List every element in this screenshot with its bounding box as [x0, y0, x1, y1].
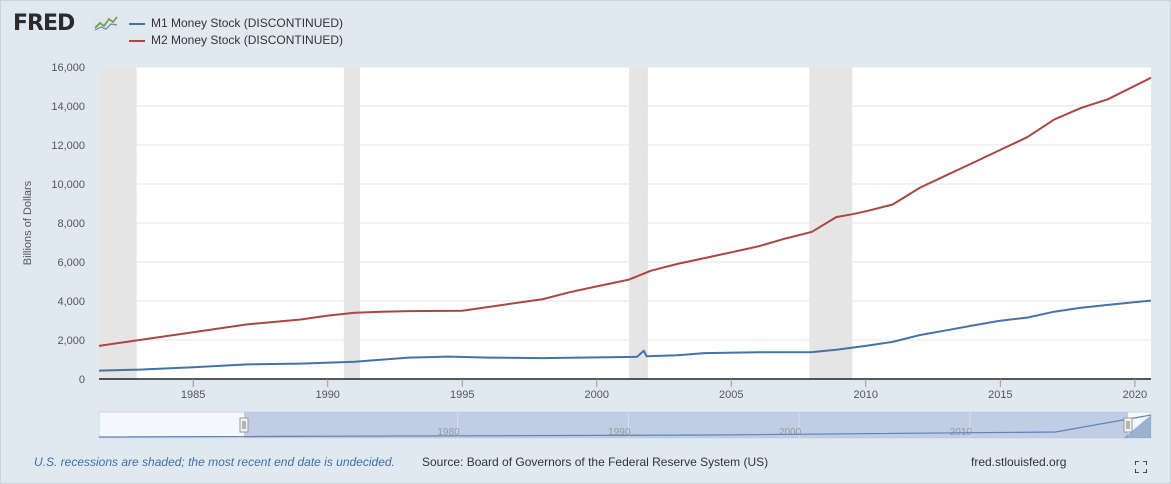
navigator[interactable]: 1980 1990 2000 2010	[98, 411, 1152, 439]
fred-logo[interactable]: FRED	[13, 11, 75, 36]
fred-link[interactable]: fred.stlouisfed.org	[971, 455, 1067, 469]
navigator-tick-label: 2000	[779, 427, 802, 438]
x-tick-label: 2010	[854, 389, 878, 401]
fullscreen-icon[interactable]	[1135, 461, 1147, 473]
x-tick-label: 2000	[585, 389, 609, 401]
legend-item-m2[interactable]: M2 Money Stock (DISCONTINUED)	[129, 32, 343, 49]
chart-svg: 0 2,000 4,000 6,000 8,000 10,000 12,000 14,000 1…	[22, 62, 1152, 439]
y-tick-label: 0	[79, 374, 85, 386]
navigator-tick-label: 1990	[608, 427, 631, 438]
y-tick-label: 4,000	[57, 296, 85, 308]
series-line-m2	[98, 76, 1152, 347]
handle-body	[1123, 417, 1133, 433]
y-tick-label: 14,000	[51, 101, 85, 113]
y-tick-label: 16,000	[51, 62, 85, 74]
navigator-tick-label: 1980	[437, 427, 460, 438]
navigator-selection	[244, 412, 1128, 438]
navigator-handle-right[interactable]	[1123, 417, 1133, 433]
legend-item-m1[interactable]: M1 Money Stock (DISCONTINUED)	[129, 15, 343, 32]
series-line-m1	[98, 299, 1152, 372]
navigator-series-line	[98, 414, 1152, 438]
legend-label-m1: M1 Money Stock (DISCONTINUED)	[151, 16, 344, 30]
y-tick-label: 6,000	[57, 257, 85, 269]
legend-swatch-m2	[129, 40, 145, 42]
x-tick-label: 1995	[450, 389, 474, 401]
legend: M1 Money Stock (DISCONTINUED) M2 Money S…	[129, 15, 343, 49]
y-tick-label: 12,000	[51, 140, 85, 152]
x-tick-label: 1990	[315, 389, 339, 401]
recession-note: U.S. recessions are shaded; the most rec…	[34, 455, 395, 469]
y-tick-label: 10,000	[51, 179, 85, 191]
x-tick-label: 2005	[719, 389, 743, 401]
x-tick-label: 1985	[181, 389, 205, 401]
handle-body	[239, 417, 249, 433]
x-tick-label: 2020	[1123, 389, 1147, 401]
x-tick-label: 2015	[988, 389, 1012, 401]
legend-label-m2: M2 Money Stock (DISCONTINUED)	[151, 33, 344, 47]
navigator-handle-left[interactable]	[239, 417, 249, 433]
legend-swatch-m1	[129, 23, 145, 25]
y-tick-label: 8,000	[57, 218, 85, 230]
source-text: Source: Board of Governors of the Federa…	[422, 455, 769, 469]
y-tick-label: 2,000	[57, 335, 85, 347]
fred-chart-icon	[93, 15, 119, 31]
y-axis-title: Billions of Dollars	[22, 180, 34, 265]
